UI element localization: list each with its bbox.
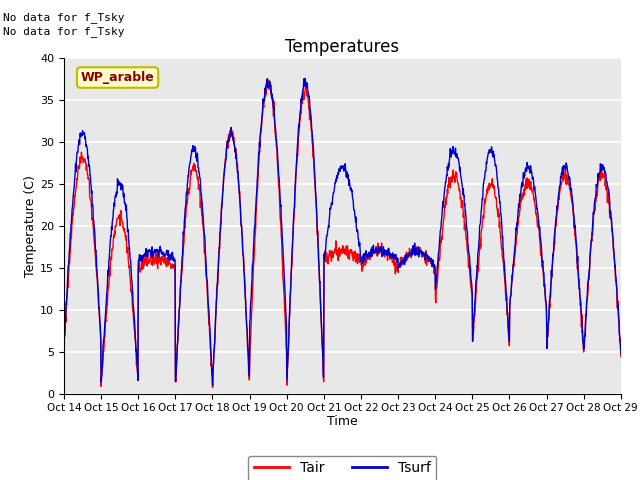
Tair bbox=[209, 384, 216, 390]
Tair bbox=[126, 273, 134, 278]
Tsurf bbox=[617, 351, 625, 357]
Text: No data for f_Tsky: No data for f_Tsky bbox=[3, 12, 125, 23]
Line: Tair: Tair bbox=[64, 79, 621, 387]
X-axis label: Time: Time bbox=[327, 415, 358, 428]
Text: No data for f_Tsky: No data for f_Tsky bbox=[3, 26, 125, 37]
Line: Tsurf: Tsurf bbox=[64, 78, 621, 385]
Text: WP_arable: WP_arable bbox=[81, 71, 154, 84]
Title: Temperatures: Temperatures bbox=[285, 38, 399, 56]
Tsurf bbox=[301, 75, 309, 81]
Tair bbox=[308, 141, 316, 146]
Tsurf bbox=[308, 135, 316, 141]
Tair bbox=[617, 353, 625, 359]
Y-axis label: Temperature (C): Temperature (C) bbox=[24, 175, 37, 276]
Tair bbox=[378, 240, 385, 246]
Tair bbox=[103, 301, 111, 307]
Tair bbox=[60, 335, 68, 341]
Tsurf bbox=[297, 108, 305, 113]
Tair bbox=[264, 76, 271, 82]
Tsurf bbox=[209, 383, 216, 388]
Tsurf bbox=[319, 349, 326, 355]
Tsurf bbox=[60, 341, 68, 347]
Tair bbox=[319, 346, 326, 352]
Tair bbox=[297, 110, 305, 116]
Tsurf bbox=[103, 287, 111, 292]
Tsurf bbox=[378, 249, 385, 255]
Tsurf bbox=[126, 251, 134, 256]
Legend: Tair, Tsurf: Tair, Tsurf bbox=[248, 456, 436, 480]
